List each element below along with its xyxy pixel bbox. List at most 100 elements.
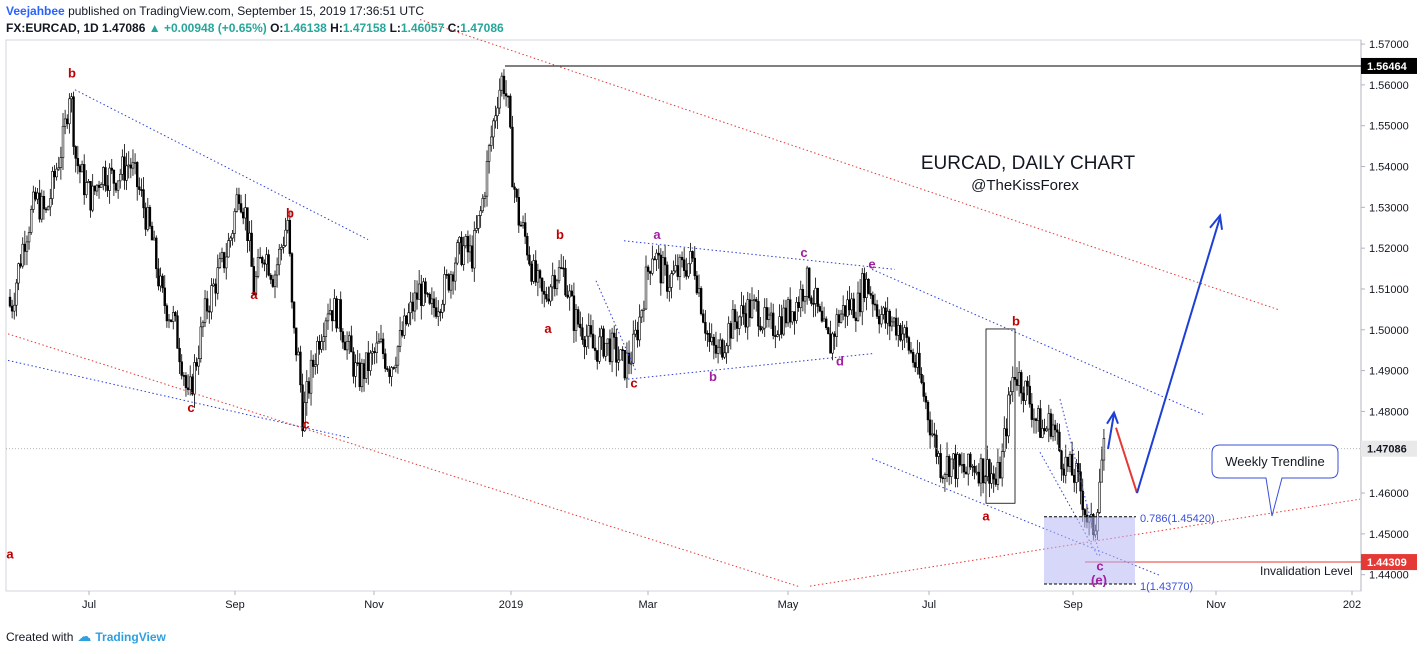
candle-body	[258, 257, 262, 259]
candle-body	[191, 376, 194, 395]
wave-label: b	[68, 65, 76, 80]
candle-body	[899, 325, 902, 341]
candle-body	[793, 311, 796, 321]
fib-upper-label: 0.786(1.45420)	[1140, 513, 1215, 525]
candle-body	[712, 336, 716, 346]
candle-body	[112, 169, 116, 184]
candle-body	[568, 290, 571, 298]
candle-body	[320, 341, 323, 350]
candle-body	[288, 220, 292, 254]
candle-body	[1062, 468, 1065, 476]
candle-body	[373, 351, 376, 353]
candle-body	[49, 198, 52, 208]
candle-body	[99, 184, 103, 188]
price-tick-label: 1.57000	[1369, 39, 1409, 51]
candle-body	[1081, 490, 1084, 510]
candle-body	[1056, 429, 1059, 433]
tradingview-logo-icon[interactable]: ☁	[77, 628, 92, 644]
weekly-trendline-callout: Weekly Trendline	[1211, 444, 1339, 517]
candle-body	[706, 332, 709, 335]
candle-body	[104, 167, 107, 187]
candle-body	[439, 311, 442, 314]
candle-body	[8, 296, 12, 307]
candle-body	[36, 192, 39, 200]
candle-body	[337, 299, 340, 329]
time-tick-label: May	[778, 599, 799, 611]
candle-body	[930, 433, 934, 436]
candle-body	[165, 305, 169, 322]
candle-body	[1041, 428, 1044, 438]
candle-body	[180, 361, 183, 376]
candle-body	[1045, 428, 1048, 432]
candle-body	[1011, 377, 1014, 392]
candle-body	[731, 309, 735, 339]
candle-body	[661, 257, 665, 284]
time-tick-label: Mar	[639, 599, 658, 611]
candle-body	[91, 185, 94, 211]
candle-body	[528, 254, 531, 265]
time-axis[interactable]: Jul Sep Nov 2019 Mar May Jul Sep Nov 202	[82, 591, 1361, 611]
candle-body	[655, 252, 658, 260]
candle-body	[500, 75, 504, 91]
candle-body	[95, 184, 99, 192]
candle-body	[303, 402, 306, 432]
candle-body	[114, 183, 118, 191]
candle-body	[833, 333, 836, 337]
forecast-small-arrowhead	[1106, 410, 1119, 425]
candle-body	[1083, 509, 1087, 516]
candle-body	[748, 299, 752, 318]
candle-body	[80, 164, 84, 173]
candle-body	[1032, 418, 1036, 421]
candle-body	[13, 304, 16, 312]
price-tick-label: 1.53000	[1369, 202, 1409, 214]
candle-body	[973, 465, 976, 473]
author-link[interactable]: Veejahbee	[6, 4, 65, 18]
footer: Created with ☁ TradingView	[6, 628, 166, 645]
candle-body	[574, 309, 578, 331]
candle-body	[324, 320, 328, 337]
price-tag-label: 1.56464	[1367, 61, 1408, 73]
candle-body	[131, 162, 135, 169]
candle-body	[375, 342, 378, 353]
candle-body	[116, 180, 120, 191]
candle-body	[265, 254, 268, 265]
close-value: 1.47086	[460, 21, 504, 35]
candle-body	[458, 236, 461, 243]
candle-body	[97, 184, 101, 188]
candle-body	[432, 298, 436, 308]
candle-body	[388, 369, 391, 377]
candle-body	[460, 236, 463, 265]
candle-body	[960, 464, 964, 466]
candle-body	[869, 293, 872, 296]
candle-body	[352, 351, 355, 377]
candle-body	[990, 473, 993, 484]
weekly-trendline	[809, 498, 1361, 587]
candle-body	[981, 458, 985, 484]
forecast-small-up	[1107, 413, 1115, 450]
candle-body	[127, 164, 130, 167]
candles-layer	[8, 69, 1106, 541]
blue-trend-lower	[7, 359, 351, 439]
candle-body	[235, 194, 239, 212]
candle-body	[536, 270, 540, 283]
price-axis[interactable]: 1.57000 1.56000 1.55000 1.54000 1.53000 1.520…	[1361, 39, 1417, 582]
low-label: L:	[389, 21, 401, 35]
candle-body	[727, 323, 730, 347]
candle-body	[434, 307, 438, 317]
candle-body	[309, 359, 313, 394]
price-tick-label: 1.54000	[1369, 162, 1409, 174]
candle-body	[738, 316, 741, 329]
candle-body	[456, 242, 459, 264]
candle-body	[767, 314, 771, 320]
candle-body	[1064, 456, 1067, 476]
candle-body	[593, 347, 597, 351]
candle-body	[515, 189, 518, 198]
tradingview-brand[interactable]: TradingView	[95, 629, 166, 644]
candle-body	[680, 256, 684, 261]
candle-body	[502, 75, 506, 94]
candle-body	[526, 236, 529, 256]
candle-body	[55, 168, 58, 178]
candle-body	[844, 305, 847, 317]
candle-body	[562, 267, 565, 270]
